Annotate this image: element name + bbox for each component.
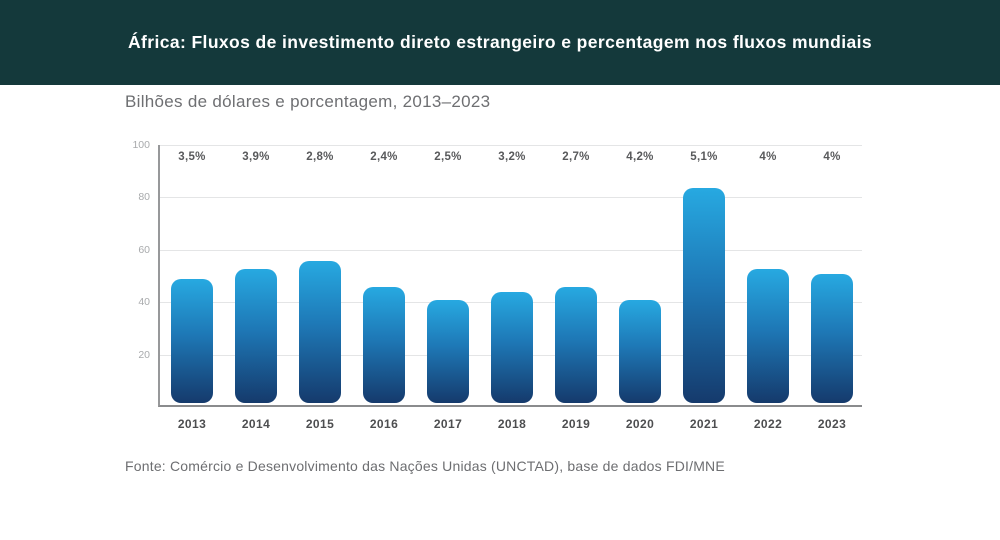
slot-2020: 4,2% 2020 — [608, 145, 672, 431]
slot-2019: 2,7% 2019 — [544, 145, 608, 431]
bar-2021 — [683, 187, 725, 403]
plot-area: 20 40 60 80 100 3,5% 2013 3,9% 2014 2,8% 2015 2,4% 2… — [132, 139, 864, 431]
gridline-80 — [160, 197, 862, 199]
x-label-2013: 2013 — [177, 417, 207, 431]
x-label-2022: 2022 — [753, 417, 783, 431]
x-label-2021: 2021 — [689, 417, 719, 431]
slot-2021: 5,1% 2021 — [672, 145, 736, 431]
pct-label-2021: 5,1% — [690, 151, 718, 163]
gridline-100 — [160, 145, 862, 146]
gridline-60 — [160, 249, 862, 251]
pct-label-2023: 4% — [823, 151, 841, 163]
chart-title: África: Fluxos de investimento direto es… — [127, 32, 873, 52]
x-label-2017: 2017 — [433, 417, 463, 431]
pct-label-2016: 2,4% — [370, 151, 398, 163]
x-label-2015: 2015 — [305, 417, 335, 431]
y-tick-100: 100 — [132, 139, 150, 151]
slot-2014: 3,9% 2014 — [224, 145, 288, 431]
chart-subtitle: Bilhões de dólares e porcentagem, 2013–2… — [125, 92, 491, 111]
header-bar: África: Fluxos de investimento direto es… — [0, 0, 1000, 85]
x-label-2023: 2023 — [817, 417, 847, 431]
slot-2016: 2,4% 2016 — [352, 145, 416, 431]
pct-label-2020: 4,2% — [626, 151, 654, 163]
y-tick-20: 20 — [138, 348, 150, 361]
pct-label-2015: 2,8% — [306, 151, 334, 163]
bar-2019 — [555, 287, 597, 403]
y-tick-40: 40 — [138, 296, 150, 309]
bar-2022 — [747, 268, 789, 403]
pct-label-2018: 3,2% — [498, 151, 526, 163]
bar-2013 — [171, 279, 213, 403]
bar-2017 — [427, 300, 469, 403]
pct-label-2022: 4% — [759, 151, 777, 163]
bar-2014 — [235, 268, 277, 403]
pct-label-2014: 3,9% — [242, 151, 270, 163]
y-tick-60: 60 — [138, 243, 150, 256]
bar-2016 — [363, 287, 405, 403]
bar-2020 — [619, 300, 661, 403]
slot-2017: 2,5% 2017 — [416, 145, 480, 431]
x-label-2014: 2014 — [241, 417, 271, 431]
slot-2015: 2,8% 2015 — [288, 145, 352, 431]
source-note: Fonte: Comércio e Desenvolvimento das Na… — [125, 458, 725, 474]
bar-2018 — [491, 292, 533, 403]
pct-label-2019: 2,7% — [562, 151, 590, 163]
x-label-2016: 2016 — [369, 417, 399, 431]
slot-2018: 3,2% 2018 — [480, 145, 544, 431]
x-label-2019: 2019 — [561, 417, 591, 431]
x-label-2018: 2018 — [497, 417, 527, 431]
y-tick-80: 80 — [138, 191, 150, 204]
slot-2013: 3,5% 2013 — [160, 145, 224, 431]
bar-2023 — [811, 274, 853, 403]
slot-2022: 4% 2022 — [736, 145, 800, 431]
x-label-2020: 2020 — [625, 417, 655, 431]
slot-2023: 4% 2023 — [800, 145, 864, 431]
pct-label-2017: 2,5% — [434, 151, 462, 163]
pct-label-2013: 3,5% — [178, 151, 206, 163]
bar-2015 — [299, 260, 341, 403]
